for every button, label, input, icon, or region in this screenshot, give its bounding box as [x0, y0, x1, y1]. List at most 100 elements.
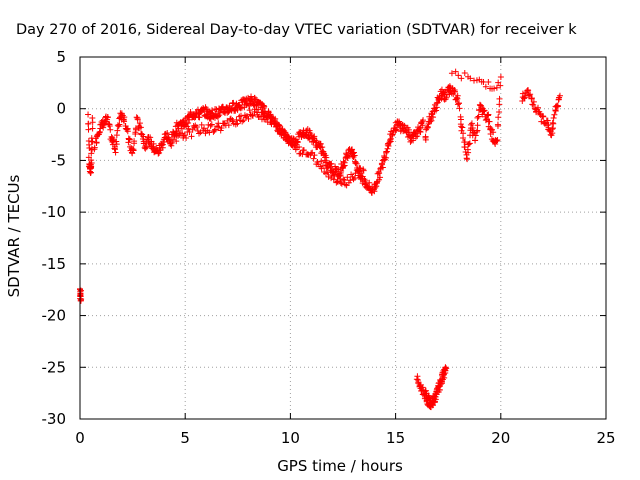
data-point — [475, 113, 482, 120]
data-point — [169, 136, 176, 143]
data-point — [495, 79, 502, 86]
data-point — [545, 121, 552, 128]
data-point — [373, 183, 380, 190]
data-point — [337, 179, 344, 186]
data-point — [249, 113, 256, 120]
data-point — [527, 91, 534, 98]
data-point — [173, 138, 180, 145]
x-tick-label: 0 — [75, 429, 85, 447]
data-point — [327, 167, 334, 174]
data-point — [198, 121, 205, 128]
grid-lines — [80, 57, 606, 419]
data-point — [451, 88, 458, 95]
data-point — [550, 120, 557, 127]
data-point — [429, 111, 436, 118]
data-point — [308, 131, 315, 138]
data-point — [193, 123, 200, 130]
data-point — [334, 166, 341, 173]
x-tick-labels: 0 5 10 15 20 25 — [75, 429, 615, 447]
data-point — [240, 117, 247, 124]
data-point — [96, 128, 103, 135]
data-point — [296, 144, 303, 151]
data-point — [488, 126, 495, 133]
data-point — [485, 111, 492, 118]
data-point — [323, 154, 330, 161]
data-point — [140, 133, 147, 140]
data-point — [464, 146, 471, 153]
data-point — [207, 122, 214, 129]
data-point — [150, 140, 157, 147]
plot-frame — [79, 56, 607, 420]
data-point — [423, 125, 430, 132]
data-point — [383, 148, 390, 155]
x-tick-label: 5 — [180, 429, 190, 447]
data-point — [387, 135, 394, 142]
data-point — [448, 70, 455, 77]
data-point — [310, 155, 317, 162]
data-point — [320, 162, 327, 169]
data-point — [334, 178, 341, 185]
data-point — [168, 139, 175, 146]
data-point — [196, 114, 203, 121]
data-point — [497, 82, 504, 89]
data-point — [347, 177, 354, 184]
data-point — [474, 122, 481, 129]
data-point — [263, 112, 270, 119]
data-point — [497, 73, 504, 80]
data-point — [294, 138, 301, 145]
data-point — [454, 101, 461, 108]
data-point — [212, 126, 219, 133]
data-point — [183, 135, 190, 142]
data-point — [91, 144, 98, 151]
data-point — [554, 103, 561, 110]
data-point — [266, 111, 273, 118]
data-point — [268, 115, 275, 122]
data-point — [486, 118, 493, 125]
data-point — [340, 158, 347, 165]
data-point — [472, 137, 479, 144]
data-point — [490, 129, 497, 136]
axis-ticks — [79, 56, 607, 420]
data-point — [304, 151, 311, 158]
data-point — [344, 174, 351, 181]
data-point — [466, 140, 473, 147]
data-point — [323, 165, 330, 172]
data-point — [328, 160, 335, 167]
data-point — [130, 146, 137, 153]
y-tick-labels: 5 0 -5 -10 -15 -20 -25 -30 — [42, 48, 67, 428]
data-point — [469, 124, 476, 131]
data-point — [550, 114, 557, 121]
data-point — [77, 287, 84, 294]
data-point — [104, 114, 111, 121]
data-point — [491, 85, 498, 92]
data-point — [540, 113, 547, 120]
x-tick-label: 20 — [491, 429, 510, 447]
data-point — [211, 127, 218, 134]
data-point — [261, 103, 268, 110]
data-point — [376, 170, 383, 177]
data-point — [494, 137, 501, 144]
data-point — [461, 138, 468, 145]
data-point — [479, 111, 486, 118]
data-point — [481, 107, 488, 114]
data-point — [351, 152, 358, 159]
data-point — [496, 101, 503, 108]
data-point — [258, 109, 265, 116]
data-point — [528, 95, 535, 102]
data-point — [350, 149, 357, 156]
data-point — [113, 138, 120, 145]
y-tick-label: -5 — [51, 151, 66, 169]
data-point — [288, 141, 295, 148]
y-tick-label: -10 — [42, 203, 67, 221]
data-point — [383, 154, 390, 161]
data-point — [528, 95, 535, 102]
data-point — [215, 113, 222, 120]
data-point — [271, 120, 278, 127]
data-point — [285, 133, 292, 140]
data-point — [311, 152, 318, 159]
data-point — [85, 120, 92, 127]
data-point — [459, 124, 466, 131]
data-point — [468, 120, 475, 127]
data-point — [454, 95, 461, 102]
data-point — [467, 75, 474, 82]
